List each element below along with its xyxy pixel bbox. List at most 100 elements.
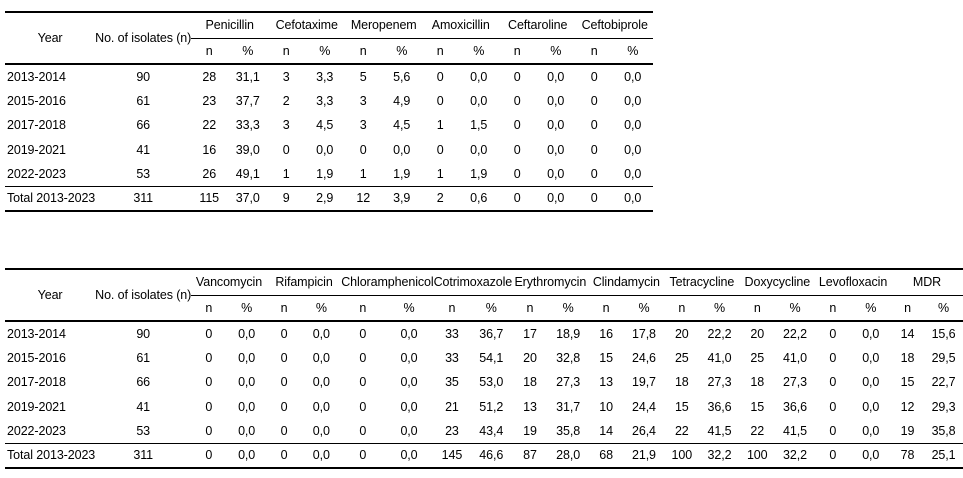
n-value-cell: 0 [436, 69, 444, 84]
n-value-cell: 0 [280, 423, 288, 438]
percent-value-cell: 28,0 [547, 443, 589, 468]
n-value-cell: 0 [205, 399, 213, 414]
n-value-cell: 2 [282, 93, 290, 108]
isolates-cell: 311 [95, 186, 192, 211]
n-value-cell: 1 [436, 166, 444, 181]
n-value-cell: 25 [750, 350, 765, 365]
percent-value-cell: 0,0 [238, 399, 256, 414]
data-row: 2022-2023 53 26 49,1 1 1,9 1 1,9 1 1,9 0 0,0 0 0,0 [5, 162, 653, 187]
percent-value-cell: 21,9 [623, 443, 665, 468]
n-value-cell: 0 [829, 423, 837, 438]
n-value-cell: 0 [436, 93, 444, 108]
percent-value-cell: 27,3 [783, 375, 807, 389]
percent-subheader: % [612, 38, 654, 65]
n-value-cell: 1 [282, 166, 290, 181]
percent-value-cell: 35,8 [931, 423, 956, 438]
n-value-cell: 16 [599, 326, 613, 341]
percent-value-cell: 0,0 [312, 375, 330, 389]
n-subheader: n [576, 38, 613, 65]
percent-value-cell: 0,0 [470, 142, 488, 157]
n-value-cell: 17 [523, 326, 537, 341]
n-value-cell: 35 [445, 375, 459, 389]
percent-value-cell: 1,9 [393, 166, 411, 181]
n-pct-header-row: n% n% n% n% n% n% n% n% n% n% [5, 295, 963, 322]
n-subheader: n [890, 295, 925, 322]
percent-subheader: % [301, 295, 342, 322]
percent-value-cell: 0,0 [624, 166, 642, 181]
percent-value-cell: 0,0 [400, 326, 418, 341]
data-row: 2019-2021 41 0 0,0 0 0,0 0 0,0 21 51,2 13 31,7 10 24,… [5, 395, 963, 420]
n-value-cell: 0 [513, 142, 521, 157]
data-row: 2015-2016 61 23 37,7 2 3,3 3 4,9 0 0,0 0 0,0 0 0,0 [5, 89, 653, 114]
n-value-cell: 18 [750, 375, 765, 389]
beta-lactams-table: Year No. of isolates (n) Penicillin Cefotax… [5, 11, 654, 212]
percent-value-cell: 0,0 [535, 186, 577, 211]
percent-value-cell: 0,0 [547, 93, 565, 108]
n-value-cell: 115 [191, 186, 228, 211]
n-value-cell: 100 [739, 443, 775, 468]
n-value-cell: 0 [590, 142, 598, 157]
percent-value-cell: 0,0 [862, 423, 880, 438]
percent-value-cell: 36,6 [707, 399, 732, 414]
n-value-cell: 0 [359, 399, 367, 414]
n-value-cell: 0 [513, 69, 521, 84]
n-value-cell: 0 [280, 350, 288, 365]
percent-value-cell: 17,8 [631, 326, 656, 341]
percent-value-cell: 0,0 [312, 326, 330, 341]
percent-value-cell: 31,1 [235, 69, 260, 84]
n-value-cell: 13 [599, 375, 613, 389]
n-value-cell: 3 [282, 118, 290, 132]
percent-value-cell: 18,9 [556, 326, 581, 341]
isolates-cell: 61 [136, 93, 151, 108]
percent-value-cell: 0,0 [862, 399, 880, 414]
percent-value-cell: 0,0 [226, 443, 267, 468]
percent-value-cell: 0,0 [624, 118, 642, 132]
data-row: 2015-2016 61 0 0,0 0 0,0 0 0,0 33 54,1 20 32,8 15 24,… [5, 346, 963, 371]
n-value-cell: 2 [422, 186, 459, 211]
n-subheader: n [268, 38, 305, 65]
n-value-cell: 87 [512, 443, 548, 468]
n-value-cell: 0 [359, 423, 367, 438]
isolates-cell: 66 [136, 118, 151, 132]
n-value-cell: 0 [513, 166, 521, 181]
n-subheader: n [664, 295, 700, 322]
n-value-cell: 33 [445, 350, 459, 365]
n-value-cell: 0 [359, 326, 367, 341]
percent-value-cell: 32,8 [556, 350, 581, 365]
drug-header: Meropenem [345, 12, 423, 39]
percent-value-cell: 37,0 [227, 186, 269, 211]
n-value-cell: 26 [202, 166, 217, 181]
n-value-cell: 33 [445, 326, 459, 341]
n-value-cell: 22 [674, 423, 689, 438]
year-cell: 2013-2014 [7, 326, 66, 341]
n-value-cell: 0 [282, 142, 290, 157]
n-value-cell: 28 [202, 69, 217, 84]
percent-value-cell: 0,0 [301, 443, 342, 468]
percent-value-cell: 0,0 [400, 375, 418, 389]
n-value-cell: 0 [513, 118, 521, 132]
n-value-cell: 0 [205, 423, 213, 438]
percent-value-cell: 0,0 [624, 93, 642, 108]
percent-subheader: % [304, 38, 346, 65]
percent-value-cell: 0,0 [547, 166, 565, 181]
percent-value-cell: 32,2 [699, 443, 740, 468]
percent-value-cell: 4,5 [316, 118, 334, 132]
drug-header: Cotrimoxazole [433, 269, 512, 296]
percent-subheader: % [774, 295, 816, 322]
n-value-cell: 15 [674, 399, 689, 414]
n-value-cell: 20 [523, 350, 537, 365]
n-value-cell: 0 [205, 326, 213, 341]
percent-value-cell: 0,0 [238, 326, 256, 341]
n-value-cell: 18 [674, 375, 689, 389]
year-column-header: Year [5, 12, 96, 65]
percent-subheader: % [924, 295, 963, 322]
percent-value-cell: 0,0 [850, 443, 891, 468]
drug-header: Ceftaroline [499, 12, 577, 39]
n-value-cell: 68 [588, 443, 624, 468]
total-row: Total 2013-2023 311 115 37,0 9 2,9 12 3,9 2 0,6 0 0… [5, 186, 654, 211]
n-value-cell: 0 [341, 443, 385, 468]
n-value-cell: 20 [674, 326, 689, 341]
percent-value-cell: 27,3 [556, 375, 581, 389]
n-value-cell: 3 [359, 93, 367, 108]
n-subheader: n [815, 295, 851, 322]
